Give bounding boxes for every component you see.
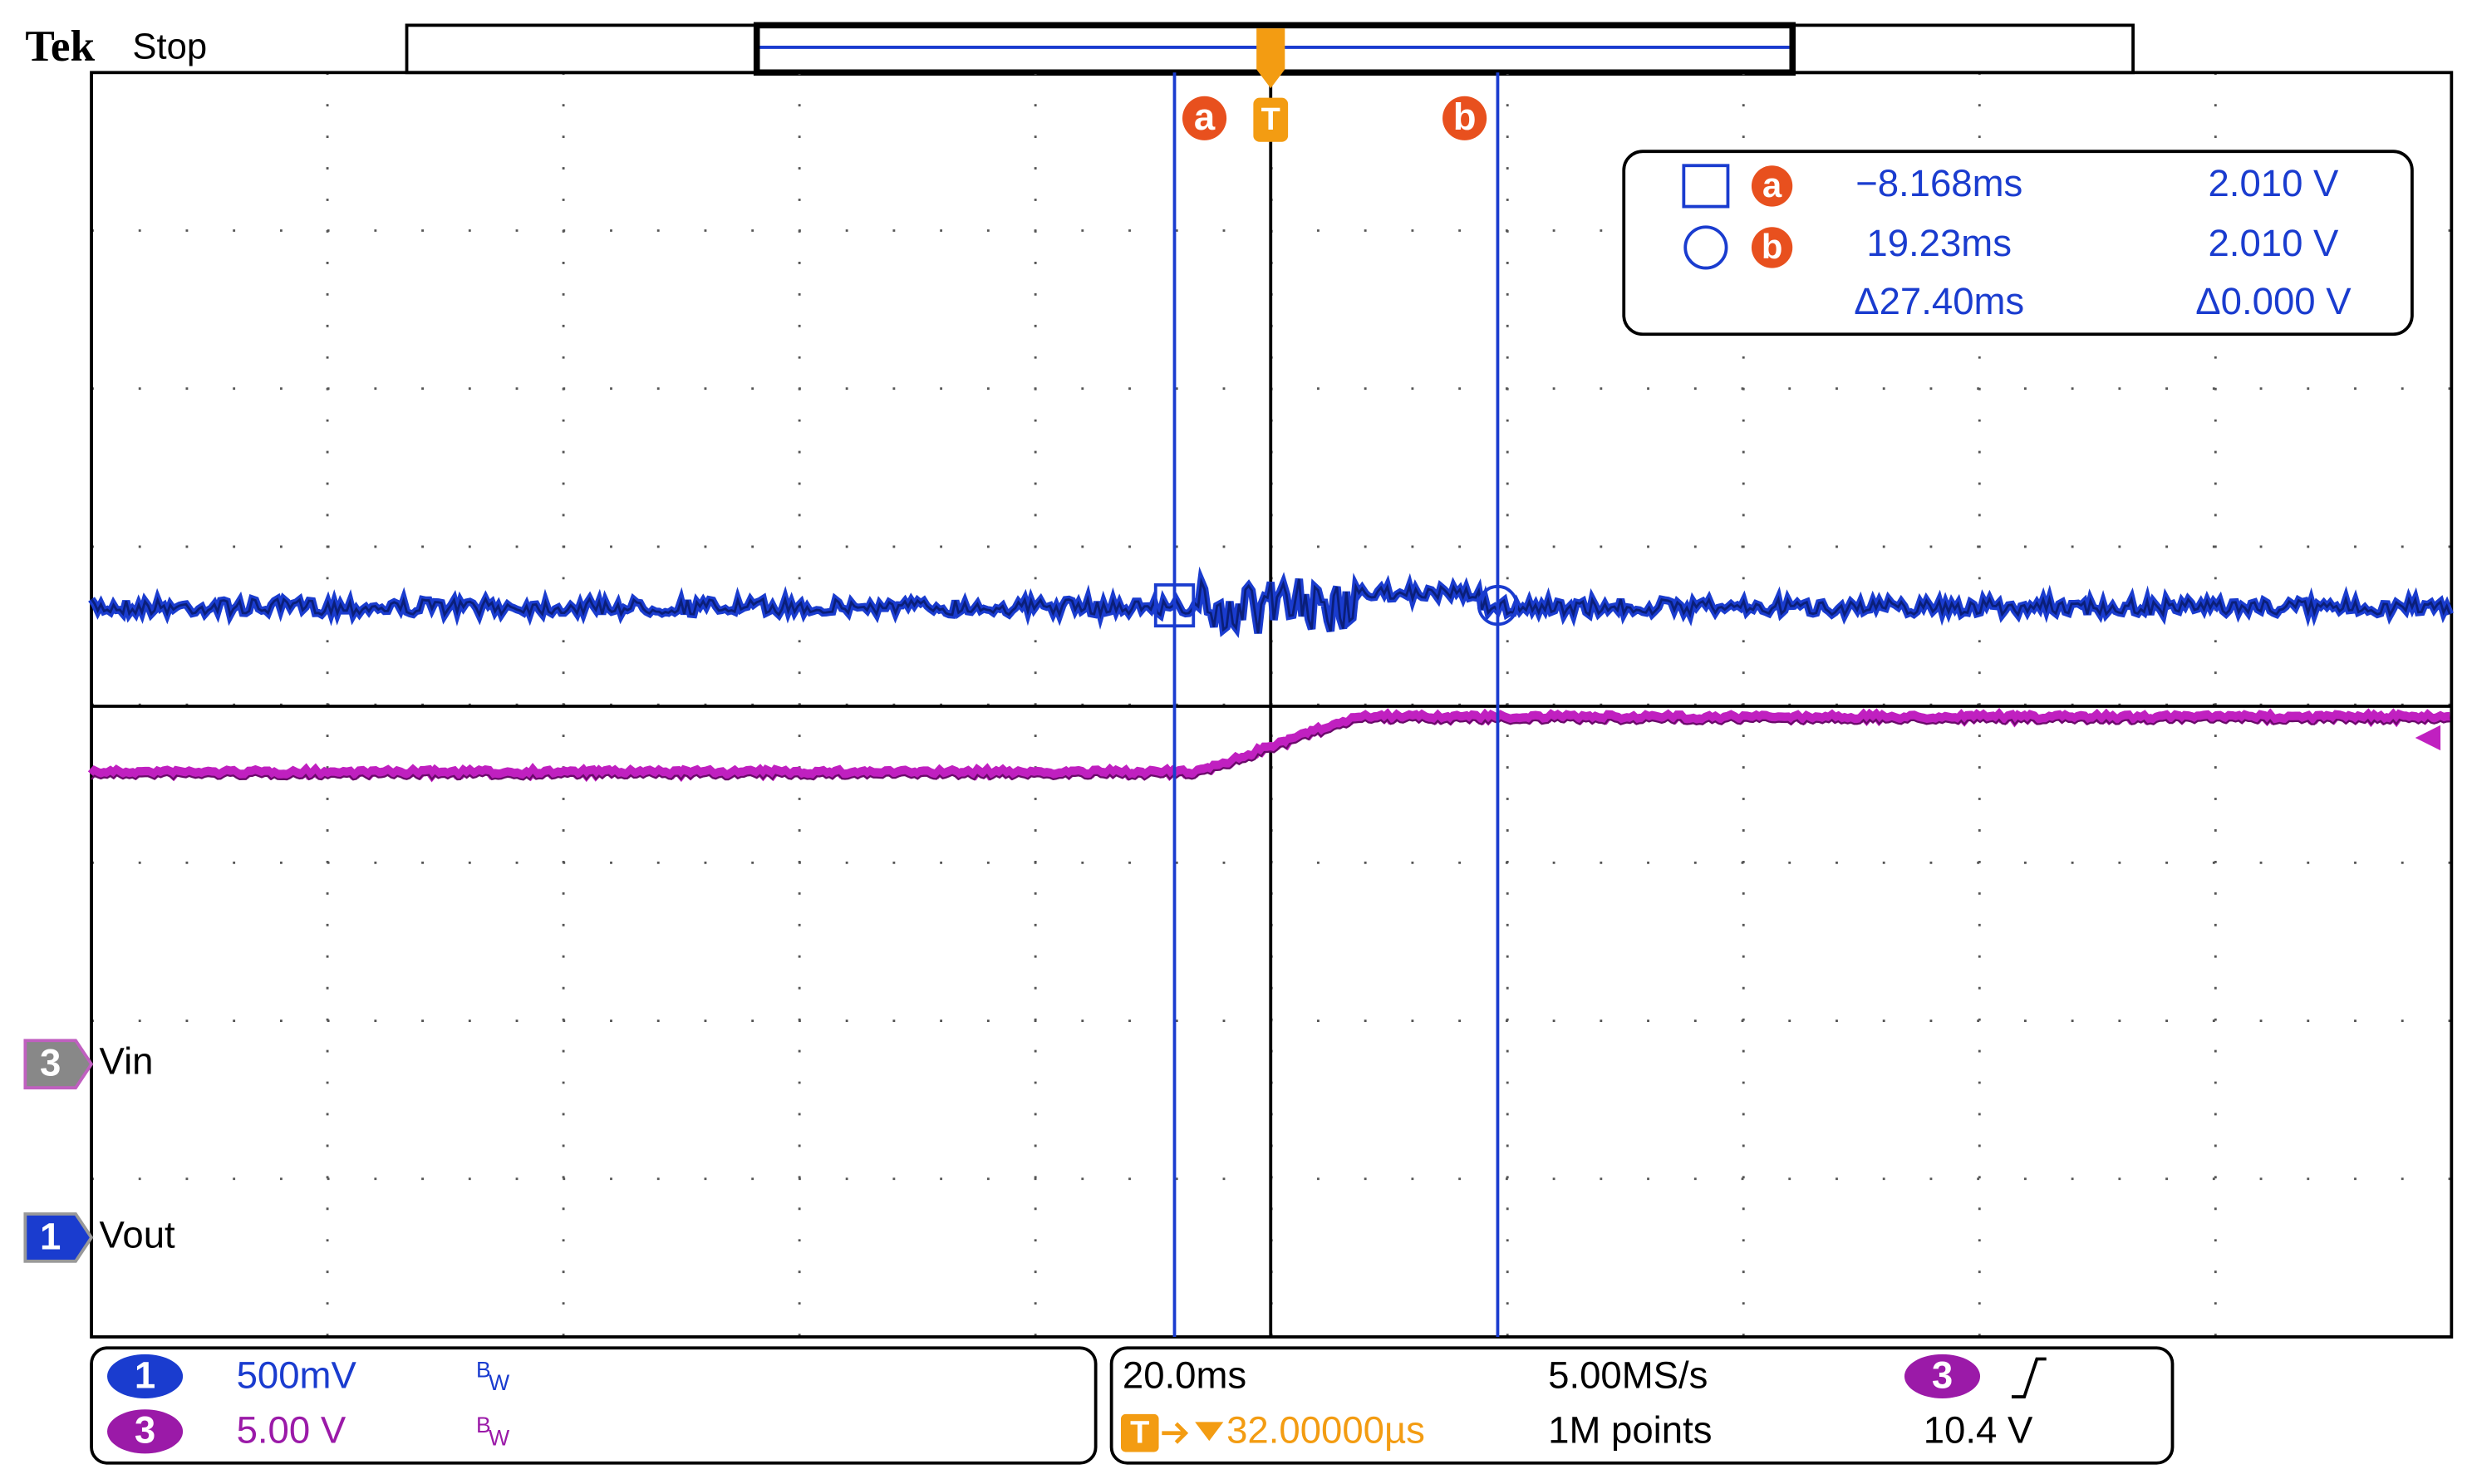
record-length: 1M points: [1548, 1409, 1712, 1452]
ch3-marker-number: 3: [40, 1042, 61, 1084]
ch1-marker-name: Vout: [100, 1213, 175, 1256]
trigger-level-marker: [2415, 725, 2441, 751]
ch1-bw: B: [476, 1358, 491, 1383]
ch1-badge: [107, 1354, 184, 1398]
readout-b-time: 19.23ms: [1866, 222, 2012, 264]
vertical-panel: [90, 1346, 1098, 1465]
cursor-a-badge: [1182, 96, 1227, 140]
time-scale: 20.0ms: [1123, 1354, 1246, 1396]
readout-delta-volt: Δ0.000 V: [2195, 280, 2352, 322]
trigger-pos-icon: T: [1130, 1416, 1149, 1451]
ch3-badge: [107, 1409, 184, 1454]
trigger-pos-badge: [1120, 1413, 1159, 1452]
trigger-position: 32.00000µs: [1226, 1409, 1425, 1452]
ch3-marker: [23, 1039, 94, 1090]
ch3-bw-sub: W: [489, 1425, 509, 1450]
ch3-scale: 5.00 V: [237, 1409, 346, 1452]
ch3-bw: B: [476, 1413, 491, 1437]
ch1-trace-core: [90, 577, 2451, 634]
cursor-b-label: b: [1453, 96, 1477, 138]
readout-a-label: a: [1762, 165, 1782, 204]
ch1-marker: [23, 1212, 94, 1263]
sample-rate: 5.00MS/s: [1548, 1354, 1708, 1396]
ch1-bw-sub: W: [489, 1370, 509, 1395]
readout-a-time: −8.168ms: [1855, 162, 2022, 204]
readout-circle: [1683, 225, 1728, 270]
cursor-a-point: [1153, 583, 1196, 628]
ch1-marker-number: 1: [40, 1215, 61, 1257]
trigger-source: 3: [1932, 1354, 1953, 1396]
readout-b-volt: 2.010 V: [2208, 222, 2339, 264]
waveforms: [87, 566, 2454, 783]
trigger-pos-triangle: [1195, 1422, 1224, 1442]
trigger-level: 10.4 V: [1924, 1409, 2033, 1452]
ch1-number: 1: [135, 1354, 155, 1396]
readout-b-badge: [1751, 227, 1793, 268]
cursor-b-point: [1477, 584, 1519, 627]
trigger-label: T: [1261, 102, 1280, 137]
status: Stop: [132, 27, 207, 66]
readout-delta-time: Δ27.40ms: [1854, 280, 2024, 322]
readout-a-volt: 2.010 V: [2208, 162, 2339, 204]
readout-box: [1622, 150, 2414, 337]
trigger-source-badge: [1904, 1354, 1981, 1398]
trigger-arrow: [1256, 69, 1285, 89]
cursor-b-badge: [1442, 96, 1487, 140]
ch3-number: 3: [135, 1409, 155, 1452]
readout-square: [1682, 164, 1730, 209]
brand: Tek: [25, 22, 95, 71]
readout-b-label: b: [1762, 227, 1782, 266]
trigger-pos-arrow: [1162, 1422, 1189, 1444]
trigger-slope: [2011, 1357, 2047, 1398]
readout-a-badge: [1751, 165, 1793, 207]
cursor-a-label: a: [1194, 96, 1216, 138]
ch3-marker-name: Vin: [100, 1040, 154, 1083]
ch3-trace-core: [91, 718, 2450, 781]
trigger-top: [1256, 28, 1285, 70]
ch1-scale: 500mV: [237, 1354, 357, 1396]
ch3-trace: [87, 707, 2450, 783]
trigger-badge: [1253, 97, 1289, 142]
